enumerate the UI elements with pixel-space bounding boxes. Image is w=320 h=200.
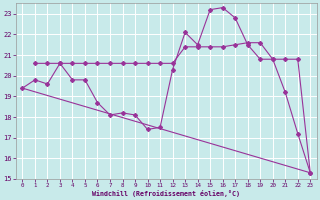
X-axis label: Windchill (Refroidissement éolien,°C): Windchill (Refroidissement éolien,°C) <box>92 190 240 197</box>
